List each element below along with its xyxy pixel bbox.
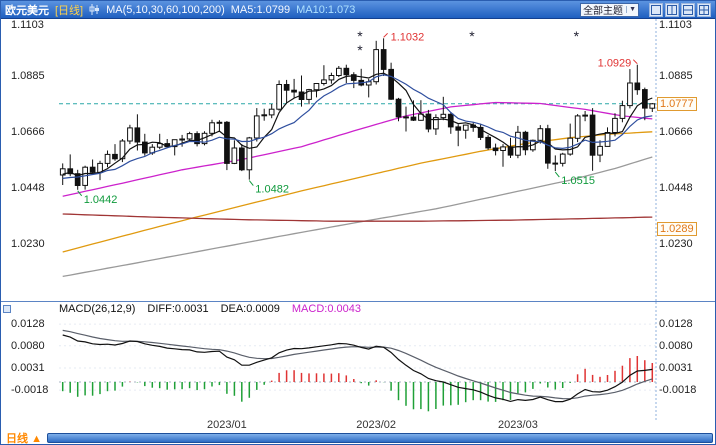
svg-text:*: * [574,28,580,44]
y-axis-label: -0.0018 [659,384,697,397]
x-axis-label: 2023/02 [356,419,397,431]
svg-text:*: * [469,28,475,44]
y-axis-label: 0.0031 [659,361,693,374]
x-axis-label: 2023/01 [207,419,247,431]
macd-grid [59,323,656,391]
bottom-bar: 日线 ▲ [1,432,715,444]
macd-histogram [61,356,654,412]
event-markers: *** * [357,28,579,58]
svg-text:*: * [357,42,363,58]
svg-text:1.0482: 1.0482 [255,184,289,196]
svg-text:1.0929: 1.0929 [598,58,632,70]
last-price-tag: 1.0777 [657,96,697,111]
y-axis-label: 1.0448 [11,182,45,195]
ma5-value: MA5:1.0799 [230,3,291,16]
macd-panel-icon[interactable] [3,305,11,313]
y-axis-label: 1.0448 [659,182,693,195]
y-axis-label: 1.0885 [659,70,693,83]
y-axis-label: -0.0018 [11,384,49,397]
kline-icon [89,4,100,15]
theme-selector-label: 全部主题 [583,6,624,17]
y-axis-label: 1.0230 [659,238,693,251]
y-axis-label: 0.0031 [11,361,45,374]
macd-indicator-name: MACD(26,12,9) [59,303,136,315]
macd-chart-svg[interactable] [1,302,715,421]
y-axis-label: 1.0666 [659,126,693,139]
timeline-scrollbar[interactable] [46,433,713,443]
macd-macd-value: MACD:0.0043 [291,303,361,315]
x-axis-label: 2023/03 [498,419,538,431]
candles-layer [59,38,656,190]
fast-ma-lines [62,72,653,179]
y-axis-label: 1.1103 [659,19,692,31]
alert-price-tag: 1.0289 [657,222,697,237]
ma10-value: MA10:1.073 [296,3,356,16]
svg-text:1.1032: 1.1032 [391,31,425,43]
y-axis-label: 1.0885 [11,70,45,83]
svg-text:*: * [357,28,363,44]
macd-header-row: MACD(26,12,9) DIFF:0.0031 DEA:0.0009 MAC… [59,303,361,315]
theme-selector[interactable]: 全部主题 ▼ [580,2,639,17]
macd-diff-value: DIFF:0.0031 [147,303,209,315]
y-axis-label: 0.0128 [11,318,45,331]
price-annotations: 1.1032 1.0929 1.0442 1.0482 1.0515 [77,31,638,206]
svg-text:1.0515: 1.0515 [561,175,595,187]
chevron-down-icon[interactable]: ▼ [626,6,636,13]
y-axis-label: 1.0666 [11,126,45,139]
y-axis-label: 0.0080 [659,339,693,352]
period-selector-button[interactable]: 日线 ▲ [1,430,47,445]
layout-2x1-icon[interactable] [665,2,679,17]
layout-1x2-icon[interactable] [681,2,695,17]
y-axis-label: 1.0230 [11,238,45,251]
y-axis-label: 0.0080 [11,339,45,352]
macd-lines [62,329,653,403]
symbol-name: 欧元美元 [5,4,49,17]
triangle-up-icon: ▲ [31,433,42,445]
layout-2x2-icon[interactable] [697,2,711,17]
x-axis-row: 2023/01 2023/02 2023/03 [1,419,715,432]
overlay-lines [59,101,656,278]
macd-pane: MACD(26,12,9) DIFF:0.0031 DEA:0.0009 MAC… [1,301,715,421]
ma-settings-label: MA(5,10,30,60,100,200) [106,3,225,16]
layout-icon-group [649,2,711,17]
y-axis-label: 0.0128 [659,318,693,331]
chart-header-bar: 欧元美元 [日线] MA(5,10,30,60,100,200) MA5:1.0… [1,1,715,19]
macd-dea-value: DEA:0.0009 [220,303,280,315]
period-label: 日线 [6,433,28,445]
layout-1x1-icon[interactable] [649,2,663,17]
period-tag: [日线] [55,4,84,17]
svg-text:1.0442: 1.0442 [84,194,118,206]
main-chart-pane: * * * * 1.1032 1.0929 1.0442 1.0482 1.0515 1.077… [1,19,715,301]
y-axis-label: 1.1103 [11,19,44,31]
